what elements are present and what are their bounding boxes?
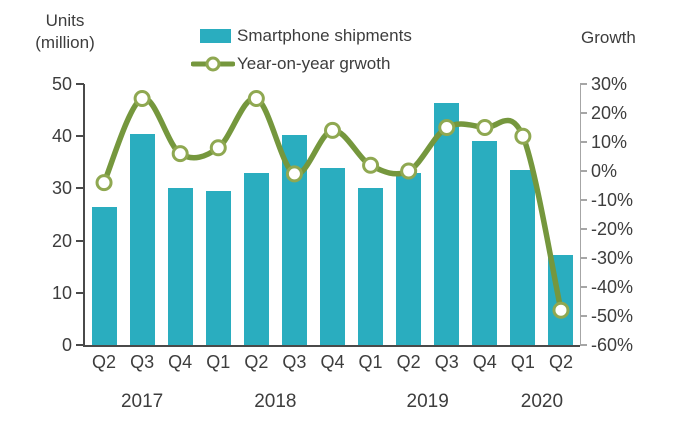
left-tick-mark xyxy=(76,239,84,242)
right-tick-mark xyxy=(580,112,587,114)
right-tick-mark xyxy=(580,315,587,317)
bar-Q2-0 xyxy=(91,206,117,345)
growth-marker-Q2-0 xyxy=(95,174,113,192)
right-tick-mark xyxy=(580,286,587,288)
left-tick-label-50: 50 xyxy=(51,74,72,94)
right-axis-title: Growth xyxy=(581,28,636,47)
line-series-swatch xyxy=(191,56,235,72)
growth-marker-Q1-11 xyxy=(514,127,532,145)
bar-Q1-11 xyxy=(510,170,536,345)
growth-marker-Q1-7 xyxy=(362,156,380,174)
right-tick-label--40%: -40% xyxy=(591,277,634,297)
right-tick-mark xyxy=(580,83,587,85)
growth-marker-Q3-5 xyxy=(285,165,303,183)
x-category-label-8: Q2 xyxy=(396,352,421,372)
growth-marker-Q2-12 xyxy=(552,301,570,319)
x-category-label-1: Q3 xyxy=(130,352,155,372)
right-tick-label-0%: 0% xyxy=(591,161,618,181)
bar-Q1-7 xyxy=(358,188,384,345)
bar-Q4-2 xyxy=(167,188,193,345)
right-tick-label--60%: -60% xyxy=(591,335,634,355)
year-label-2020: 2020 xyxy=(520,391,564,412)
right-tick-mark xyxy=(580,170,587,172)
x-category-label-0: Q2 xyxy=(92,352,117,372)
left-tick-label-40: 40 xyxy=(51,126,72,147)
bar-Q3-9 xyxy=(434,103,460,345)
right-axis-line xyxy=(579,84,581,345)
legend-item-growth: Year-on-year grwoth xyxy=(191,54,390,74)
x-category-label-2: Q4 xyxy=(168,352,193,372)
left-tick-label-20: 20 xyxy=(51,230,72,251)
x-category-label-3: Q1 xyxy=(206,352,231,372)
growth-marker-Q3-9 xyxy=(438,119,456,136)
left-tick-label-0: 0 xyxy=(61,335,72,355)
right-tick-mark xyxy=(580,257,587,259)
growth-marker-Q4-10 xyxy=(476,119,494,136)
left-axis-title-line2: (million) xyxy=(35,33,95,52)
right-tick-label--30%: -30% xyxy=(591,248,634,268)
left-axis-title-line1: Units xyxy=(45,11,85,30)
right-tick-label--20%: -20% xyxy=(591,219,634,239)
left-tick-mark xyxy=(76,187,84,190)
bar-Q2-4 xyxy=(243,172,269,345)
right-tick-label-10%: 10% xyxy=(591,132,628,152)
right-tick-mark xyxy=(580,228,587,230)
bar-Q3-1 xyxy=(129,133,155,345)
left-axis-title: Units (million) xyxy=(26,10,104,54)
left-tick-label-30: 30 xyxy=(51,178,72,199)
growth-marker-Q4-2 xyxy=(171,145,189,163)
x-category-label-7: Q1 xyxy=(358,352,383,372)
growth-marker-Q2-8 xyxy=(400,162,418,180)
growth-line-layer xyxy=(95,90,570,319)
x-category-label-5: Q3 xyxy=(282,352,307,372)
left-axis-line xyxy=(83,84,85,345)
year-label-2017: 2017 xyxy=(120,391,164,412)
left-tick-mark xyxy=(76,291,84,294)
right-tick-mark xyxy=(580,344,587,346)
right-tick-label-30%: 30% xyxy=(591,74,628,94)
x-axis-line xyxy=(83,345,580,347)
right-tick-label-20%: 20% xyxy=(591,103,628,123)
bar-Q4-6 xyxy=(320,167,345,345)
legend-item-shipments: Smartphone shipments xyxy=(200,26,412,46)
left-tick-label-10: 10 xyxy=(51,282,72,303)
year-label-2019: 2019 xyxy=(406,391,449,412)
right-tick-label--10%: -10% xyxy=(591,190,634,210)
right-tick-label--50%: -50% xyxy=(591,306,634,326)
growth-marker-Q1-3 xyxy=(209,139,227,157)
right-tick-mark xyxy=(580,141,587,143)
plot-area xyxy=(83,84,581,347)
growth-marker-Q4-6 xyxy=(324,121,341,139)
growth-marker-Q2-4 xyxy=(247,90,265,107)
x-category-label-9: Q3 xyxy=(434,352,459,372)
bar-Q2-8 xyxy=(396,172,422,345)
x-category-label-10: Q4 xyxy=(472,352,497,372)
legend-label-shipments: Smartphone shipments xyxy=(237,26,412,45)
bar-Q1-3 xyxy=(205,191,231,345)
left-tick-mark xyxy=(76,135,84,138)
legend-label-growth: Year-on-year grwoth xyxy=(237,54,391,73)
left-tick-mark xyxy=(76,344,84,346)
year-label-2018: 2018 xyxy=(254,391,297,412)
growth-marker-Q3-1 xyxy=(133,90,151,107)
bar-series-swatch xyxy=(200,29,231,43)
bar-Q4-10 xyxy=(472,141,498,345)
x-category-label-6: Q4 xyxy=(320,352,345,372)
left-tick-mark xyxy=(76,83,84,85)
x-category-label-4: Q2 xyxy=(244,352,269,372)
x-category-label-12: Q2 xyxy=(548,352,573,372)
x-category-label-11: Q1 xyxy=(510,352,535,372)
right-tick-mark xyxy=(580,199,587,201)
